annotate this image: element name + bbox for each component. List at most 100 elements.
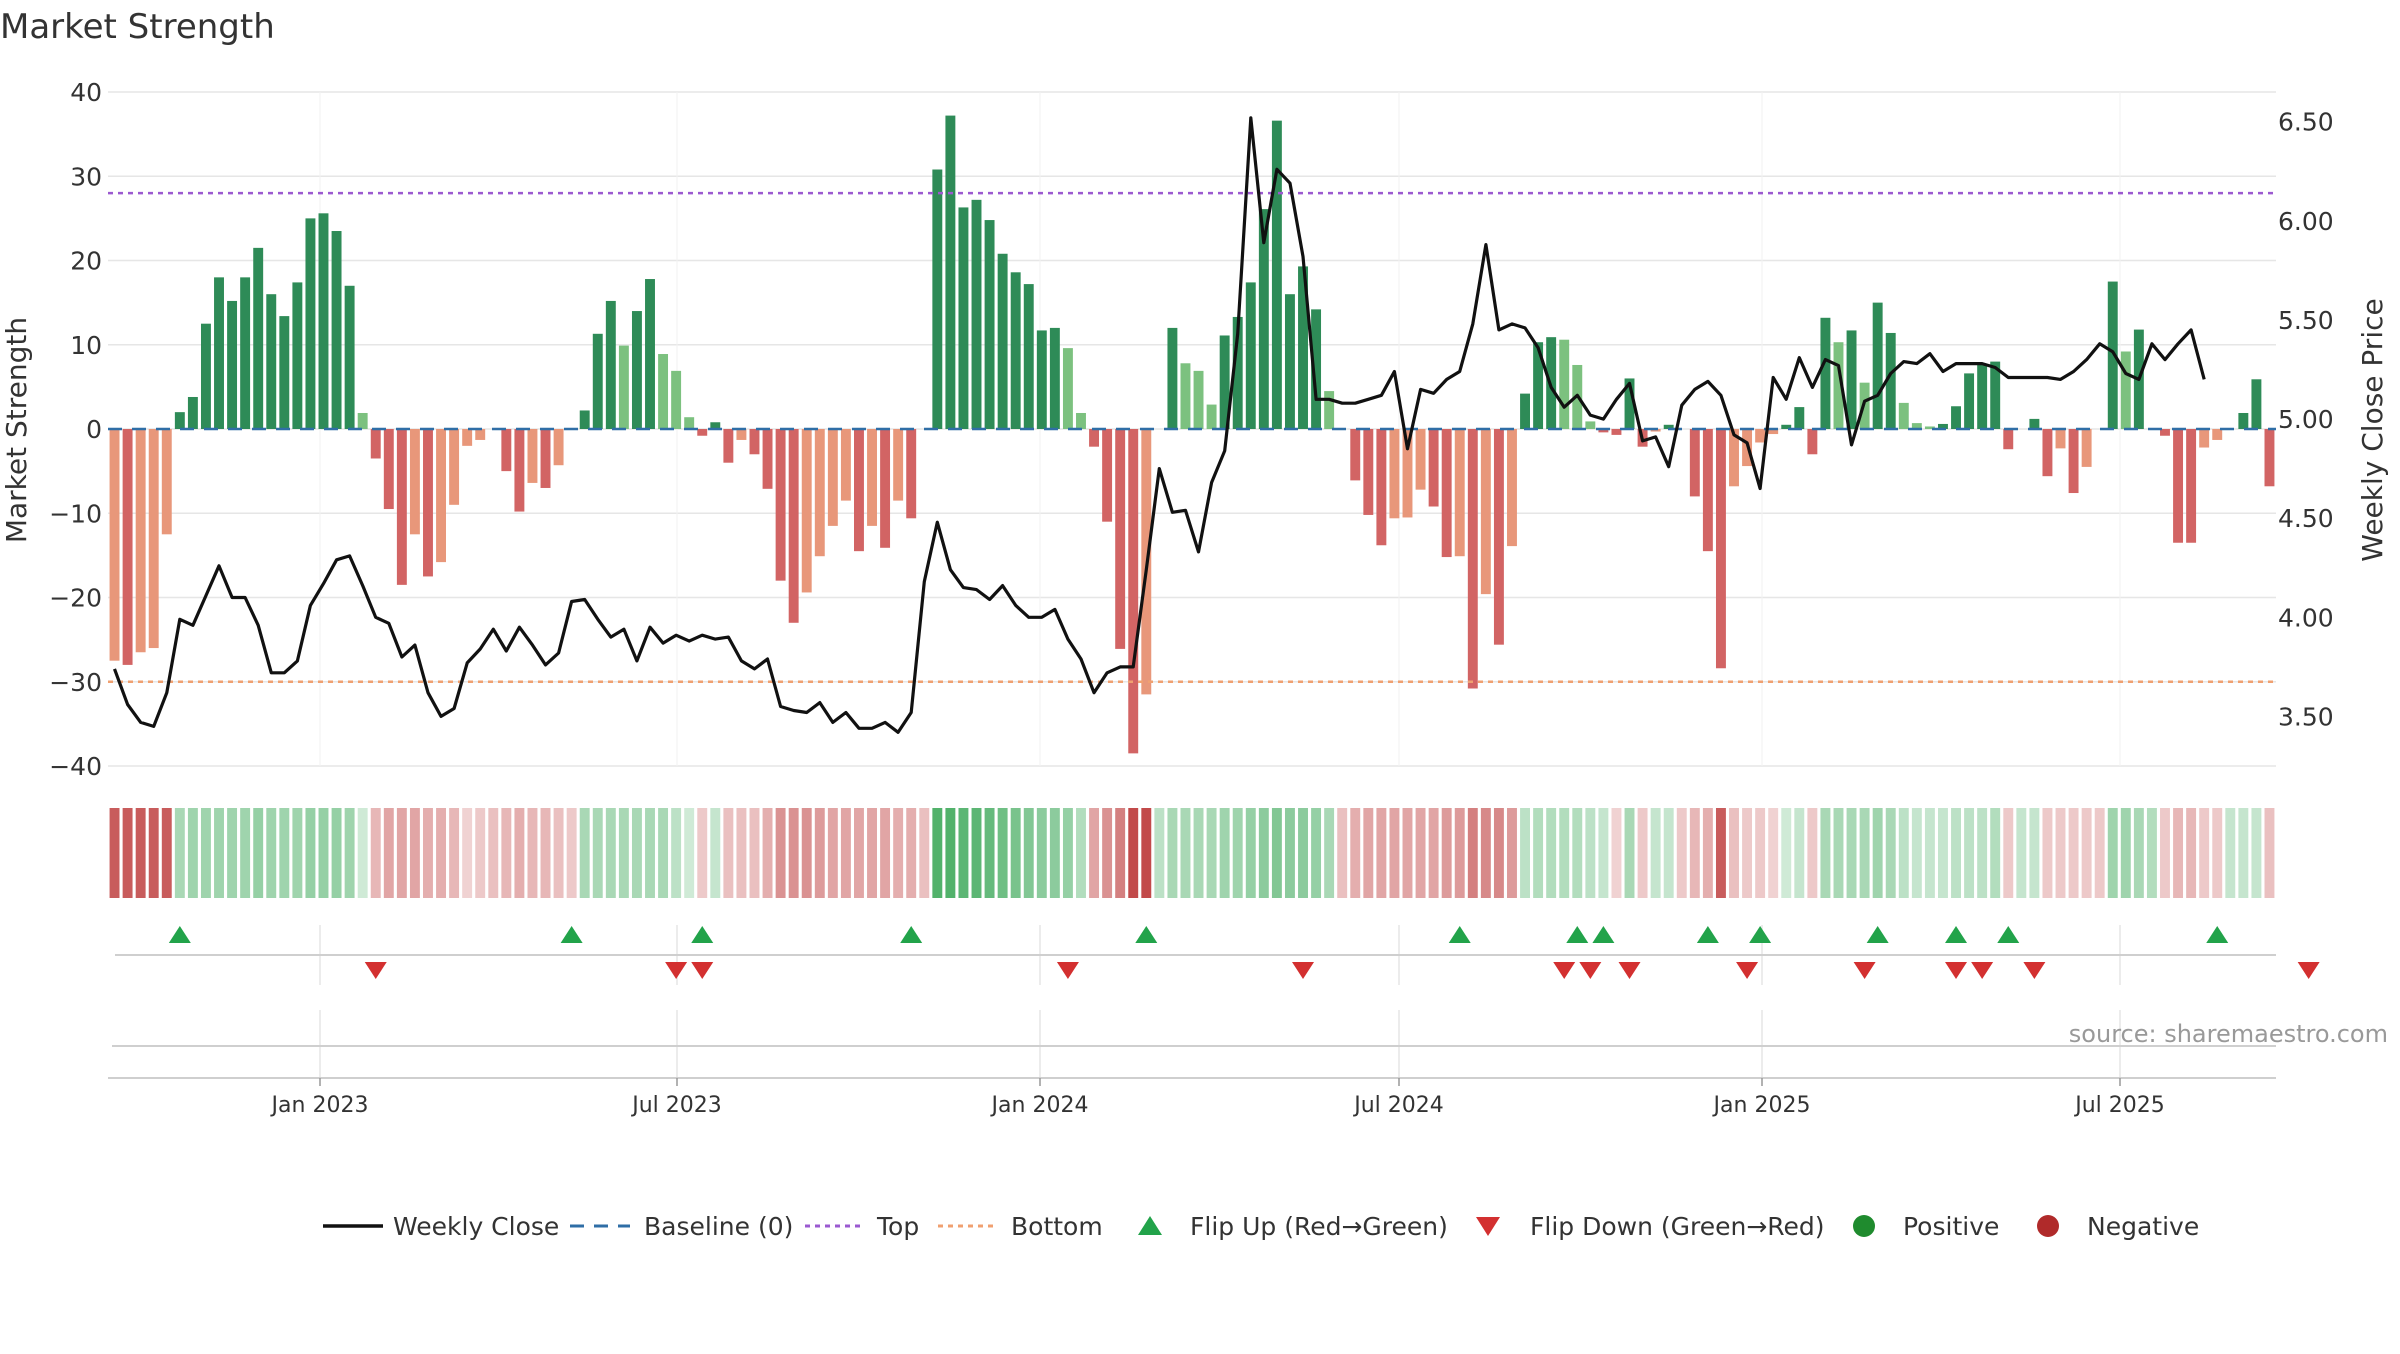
band-cell: [2160, 808, 2170, 898]
flip-markers: [115, 925, 2320, 985]
band-cell: [2199, 808, 2209, 898]
band-cell: [266, 808, 276, 898]
strength-bar: [371, 429, 381, 458]
flip-up-marker: [1135, 926, 1157, 943]
band-cell: [736, 808, 746, 898]
strength-bar: [227, 301, 237, 429]
strength-bar: [279, 316, 289, 429]
y-tick-label: −40: [49, 752, 102, 781]
band-cell: [723, 808, 733, 898]
strength-bar: [1964, 373, 1974, 429]
band-cell: [1076, 808, 1086, 898]
strength-bar: [240, 277, 250, 429]
band-cell: [110, 808, 120, 898]
strength-bar: [1507, 429, 1517, 546]
band-cell: [1494, 808, 1504, 898]
y-tick-label: 10: [70, 331, 102, 360]
flip-down-marker: [1057, 962, 1079, 979]
strength-bar: [945, 116, 955, 429]
x-tick-label: Jul 2025: [2073, 1093, 2165, 1118]
flip-up-marker: [169, 926, 191, 943]
strength-bars: [110, 116, 2275, 754]
band-cell: [1768, 808, 1778, 898]
strength-bar: [201, 324, 211, 429]
strength-bar: [985, 220, 995, 429]
strength-bar: [1324, 391, 1334, 429]
band-cell: [1154, 808, 1164, 898]
strength-bar: [1716, 429, 1726, 668]
band-cell: [1638, 808, 1648, 898]
band-cell: [1964, 808, 1974, 898]
strength-bar: [1194, 371, 1204, 429]
legend-label: Negative: [2087, 1212, 2199, 1241]
band-cell: [1990, 808, 2000, 898]
strength-bar: [423, 429, 433, 576]
x-tick-label: Jan 2023: [270, 1093, 369, 1118]
band-cell: [815, 808, 825, 898]
y-tick-label: −30: [49, 668, 102, 697]
band-cell: [358, 808, 368, 898]
strength-bar: [358, 413, 368, 429]
flip-up-marker: [1867, 926, 1889, 943]
band-cell: [867, 808, 877, 898]
strength-bar: [1977, 365, 1987, 429]
flip-up-marker: [561, 926, 583, 943]
y-tick-label: 0: [86, 415, 102, 444]
band-cell: [1285, 808, 1295, 898]
x-tick-label: Jan 2025: [1712, 1093, 1811, 1118]
legend-label: Flip Down (Green→Red): [1530, 1212, 1825, 1241]
band-cell: [1507, 808, 1517, 898]
band-cell: [802, 808, 812, 898]
strength-bar: [2238, 413, 2248, 429]
band-cell: [2225, 808, 2235, 898]
band-cell: [958, 808, 968, 898]
strength-bar: [2042, 429, 2052, 476]
strength-bar: [632, 311, 642, 429]
band-cell: [1742, 808, 1752, 898]
band-cell: [319, 808, 329, 898]
band-cell: [932, 808, 942, 898]
band-cell: [1442, 808, 1452, 898]
strength-bar: [2082, 429, 2092, 467]
flip-down-marker: [1579, 962, 1601, 979]
strength-bar: [893, 429, 903, 501]
band-cell: [1951, 808, 1961, 898]
band-cell: [2042, 808, 2052, 898]
band-cell: [1468, 808, 1478, 898]
strength-bar: [1468, 429, 1478, 688]
band-cell: [1598, 808, 1608, 898]
y2-tick-label: 6.50: [2278, 108, 2334, 137]
band-cell: [1324, 808, 1334, 898]
strength-bar: [305, 218, 315, 429]
y-tick-label: −20: [49, 584, 102, 613]
strength-bar: [802, 429, 812, 592]
strength-bar: [645, 279, 655, 429]
band-cell: [2251, 808, 2261, 898]
flip-down-marker: [1971, 962, 1993, 979]
band-cell: [2147, 808, 2157, 898]
band-cell: [162, 808, 172, 898]
flip-up-marker: [2206, 926, 2228, 943]
strength-bar: [501, 429, 511, 471]
strength-bar: [1272, 121, 1282, 429]
y-tick-label: 30: [70, 162, 102, 191]
source-credit: source: sharemaestro.com: [2069, 1020, 2388, 1048]
strength-bar: [1794, 407, 1804, 429]
band-cell: [1533, 808, 1543, 898]
band-cell: [554, 808, 564, 898]
flip-up-marker: [691, 926, 713, 943]
band-cell: [332, 808, 342, 898]
band-cell: [1194, 808, 1204, 898]
strength-bar: [1128, 429, 1138, 753]
legend-label: Baseline (0): [644, 1212, 793, 1241]
band-cell: [1102, 808, 1112, 898]
band-cell: [1781, 808, 1791, 898]
band-cell: [619, 808, 629, 898]
flip-down-marker: [2298, 962, 2320, 979]
strength-bar: [2003, 429, 2013, 449]
strength-bar: [1899, 403, 1909, 429]
strength-bar: [136, 429, 146, 652]
band-cell: [175, 808, 185, 898]
strength-bar: [110, 429, 120, 661]
strength-bar: [266, 294, 276, 429]
